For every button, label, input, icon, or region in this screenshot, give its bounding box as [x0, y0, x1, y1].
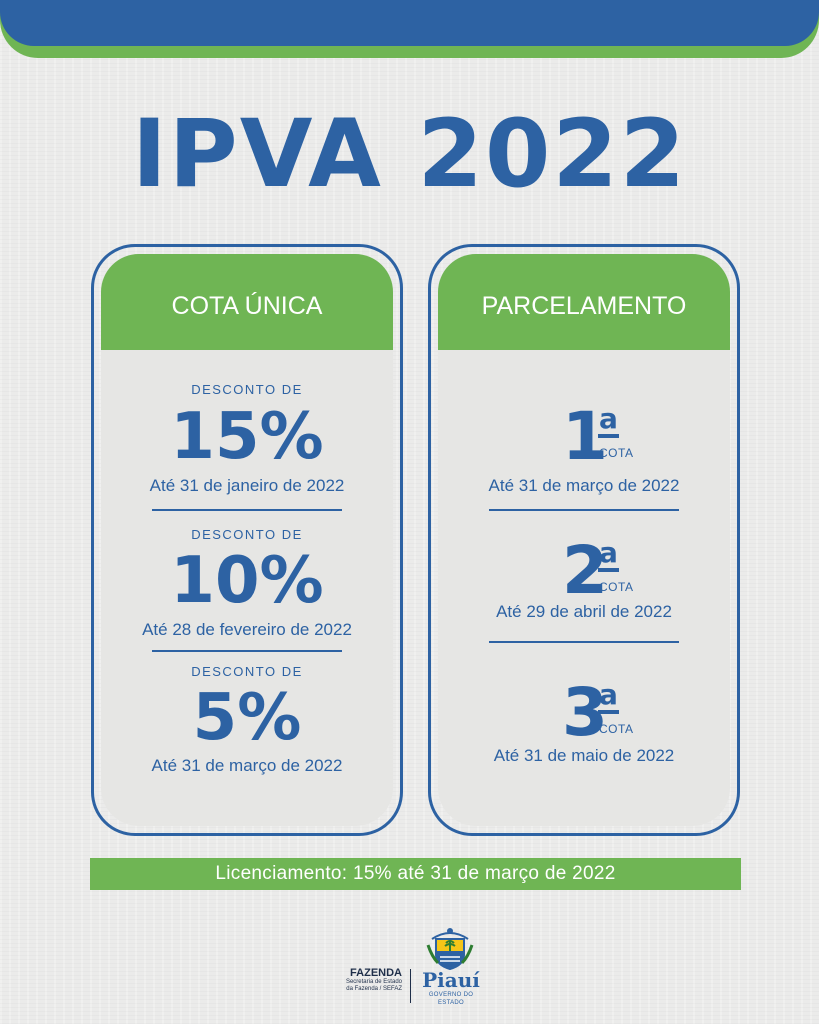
- ordinal-suffix: a: [598, 404, 619, 438]
- discount-value: 5%: [192, 681, 302, 755]
- top-banner: [0, 0, 819, 46]
- discount-label: DESCONTO DE: [191, 527, 303, 542]
- cota-unica-panel-body: COTA ÚNICA DESCONTO DE 15% Até 31 de jan…: [101, 254, 393, 826]
- installment-ordinal: 3 a COTA: [562, 678, 682, 748]
- discount-label: DESCONTO DE: [191, 664, 303, 679]
- coat-of-arms-icon: [426, 925, 474, 971]
- installment-label: COTA: [599, 722, 634, 736]
- cota-unica-panel: COTA ÚNICA DESCONTO DE 15% Até 31 de jan…: [91, 244, 403, 836]
- fazenda-logo: FAZENDA Secretaria de Estado da Fazenda …: [330, 967, 402, 993]
- discount-label: DESCONTO DE: [191, 382, 303, 397]
- licenciamento-note: Licenciamento: 15% até 31 de março de 20…: [90, 858, 741, 890]
- installment-ordinal: 1 a COTA: [562, 402, 682, 472]
- fazenda-title: FAZENDA: [350, 967, 402, 979]
- divider: [489, 509, 679, 511]
- fazenda-subtitle-line1: Secretaria de Estado: [345, 979, 402, 985]
- installment-label: COTA: [599, 580, 634, 594]
- divider: [152, 650, 342, 652]
- installment-deadline: Até 31 de março de 2022: [488, 476, 680, 495]
- footer-logos: FAZENDA Secretaria de Estado da Fazenda …: [330, 925, 500, 1007]
- divider: [489, 641, 679, 643]
- discount-value: 10%: [170, 544, 324, 618]
- ordinal-suffix: a: [598, 538, 619, 572]
- discount-deadline: Até 31 de janeiro de 2022: [149, 476, 345, 495]
- installment-ordinal: 2 a COTA: [562, 536, 682, 606]
- installment-label: COTA: [599, 446, 634, 460]
- discount-deadline: Até 28 de fevereiro de 2022: [142, 620, 352, 639]
- parcelamento-panel: PARCELAMENTO 1 a COTA Até 31 de março de…: [428, 244, 740, 836]
- cota-unica-header: COTA ÚNICA: [101, 254, 393, 350]
- discount-value: 15%: [170, 400, 324, 474]
- piaui-logo: Piauí GOVERNO DO ESTADO: [420, 969, 482, 1007]
- parcelamento-panel-body: PARCELAMENTO 1 a COTA Até 31 de março de…: [438, 254, 730, 826]
- state-subtitle: GOVERNO DO ESTADO: [428, 992, 474, 1006]
- state-name: Piauí: [422, 968, 480, 992]
- installment-deadline: Até 29 de abril de 2022: [496, 602, 672, 621]
- divider: [152, 509, 342, 511]
- parcelamento-header: PARCELAMENTO: [438, 254, 730, 350]
- logo-divider: [410, 969, 411, 1003]
- page-title: IPVA 2022: [131, 100, 688, 209]
- ordinal-suffix: a: [598, 680, 619, 714]
- installment-deadline: Até 31 de maio de 2022: [493, 746, 675, 765]
- discount-deadline: Até 31 de março de 2022: [151, 756, 343, 775]
- fazenda-subtitle-line2: da Fazenda / SEFAZ: [346, 986, 402, 992]
